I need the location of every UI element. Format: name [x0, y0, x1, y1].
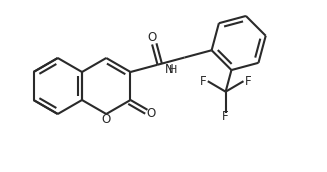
- Text: F: F: [199, 75, 206, 88]
- Text: O: O: [147, 31, 157, 44]
- Text: F: F: [222, 110, 229, 123]
- Text: O: O: [147, 107, 156, 120]
- Text: H: H: [169, 65, 178, 75]
- Text: N: N: [165, 63, 174, 76]
- Text: O: O: [102, 112, 111, 126]
- Text: F: F: [245, 75, 252, 88]
